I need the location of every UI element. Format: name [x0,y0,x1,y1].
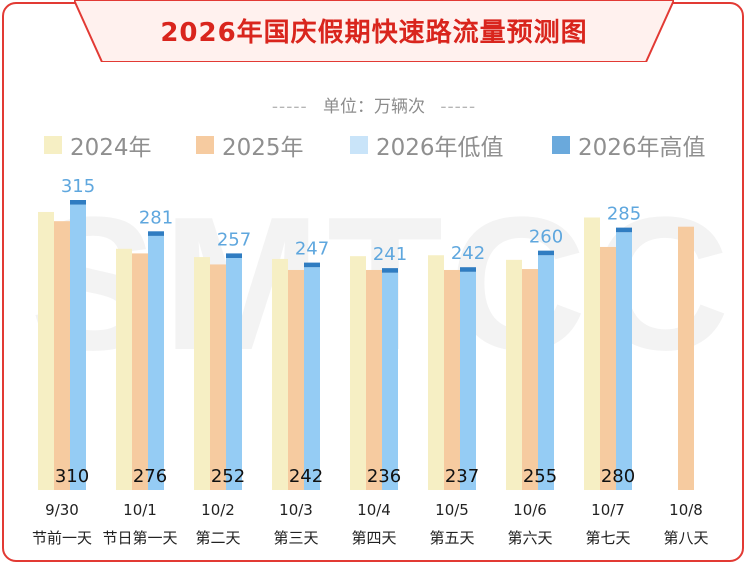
legend-label-2026-high: 2026年高值 [578,135,706,161]
bar-2026-high [382,268,398,273]
x-tick-sublabel: 节前一天 [32,529,92,547]
low-value-label: 242 [289,466,323,487]
low-value-label: 237 [445,466,479,487]
low-value-label: 255 [523,466,557,487]
bar-2026-low [460,271,476,490]
bar-2025 [444,269,460,490]
legend-item-2026-low: 2026年低值 [350,128,504,162]
high-value-label: 260 [529,227,563,248]
bar-2026-low [148,235,164,490]
x-tick-sublabel: 第六天 [507,529,552,547]
bar-2026-low [304,267,320,490]
bar-2024 [38,211,54,490]
high-value-label: 247 [295,239,329,260]
unit-label: 单位：万辆次 [323,97,425,117]
high-value-label: 315 [61,176,95,197]
legend-swatch-2024 [44,136,62,154]
unit-dash-left: ----- [271,97,308,117]
bar-2026-high [460,267,476,272]
x-tick-label: 10/5 [435,501,469,519]
bar-2025 [522,269,538,490]
bar-2025 [366,269,382,490]
legend-label-2024: 2024年 [70,135,152,161]
bar-2025 [600,246,616,490]
x-tick-sublabel: 第五天 [429,529,474,547]
legend-swatch-2025 [196,136,214,154]
low-value-label: 310 [55,466,89,487]
legend-item-2026-high: 2026年高值 [552,128,706,162]
bar-2024 [584,217,600,490]
bar-2025 [54,221,70,490]
low-value-label: 236 [367,466,401,487]
bar-2025 [210,264,226,490]
legend-swatch-2026-low [350,136,368,154]
x-tick-label: 9/30 [45,501,79,519]
high-value-label: 242 [451,243,485,264]
bar-2026-high [304,262,320,268]
chart-title: 2026年国庆假期快速路流量预测图 [160,18,588,48]
unit-label-row: ----- 单位：万辆次 ----- [0,92,748,117]
low-value-label: 276 [133,466,167,487]
legend-swatch-2026-high [552,136,570,154]
title-banner [74,0,674,62]
bar-2026-low [538,255,554,490]
bar-2026-low [226,258,242,490]
legend-item-2024: 2024年 [44,128,152,162]
x-tick-sublabel: 第四天 [351,529,396,547]
bar-2026-low [616,232,632,490]
bar-2024 [506,259,522,490]
x-tick-label: 10/1 [123,501,157,519]
x-tick-label: 10/3 [279,501,313,519]
bar-2024 [350,256,366,490]
bar-2025 [288,269,304,490]
bar-2024 [428,255,444,490]
high-value-label: 241 [373,244,407,265]
legend: 2024年 2025年 2026年低值 2026年高值 [0,128,748,162]
unit-dash-right: ----- [440,97,477,117]
x-tick-label: 10/8 [669,501,703,519]
x-tick-sublabel: 节日第一天 [102,529,177,547]
low-value-label: 252 [211,466,245,487]
bar-2026-high [70,200,86,205]
bar-2024 [116,248,132,490]
high-value-label: 257 [217,229,251,250]
x-tick-sublabel: 第八天 [663,529,708,547]
legend-label-2025: 2025年 [222,135,304,161]
bar-2026-low [70,204,86,490]
x-tick-sublabel: 第七天 [585,529,630,547]
x-tick-label: 10/6 [513,501,547,519]
low-value-label: 280 [601,466,635,487]
bar-2026-low [382,272,398,490]
bar-2026-high [616,227,632,233]
bar-2024 [272,258,288,490]
bar-2025 [132,253,148,490]
high-value-label: 281 [139,207,173,228]
legend-item-2025: 2025年 [196,128,304,162]
bar-2024 [194,257,210,490]
bar-2026-high [226,253,242,258]
bar-2025 [678,226,694,490]
bar-2026-high [538,250,554,256]
x-tick-sublabel: 第二天 [195,529,240,547]
legend-label-2026-low: 2026年低值 [376,135,504,161]
x-tick-label: 10/7 [591,501,625,519]
x-tick-sublabel: 第三天 [273,529,318,547]
high-value-label: 285 [607,204,641,225]
x-tick-label: 10/4 [357,501,391,519]
bar-2026-high [148,231,164,236]
x-tick-label: 10/2 [201,501,235,519]
